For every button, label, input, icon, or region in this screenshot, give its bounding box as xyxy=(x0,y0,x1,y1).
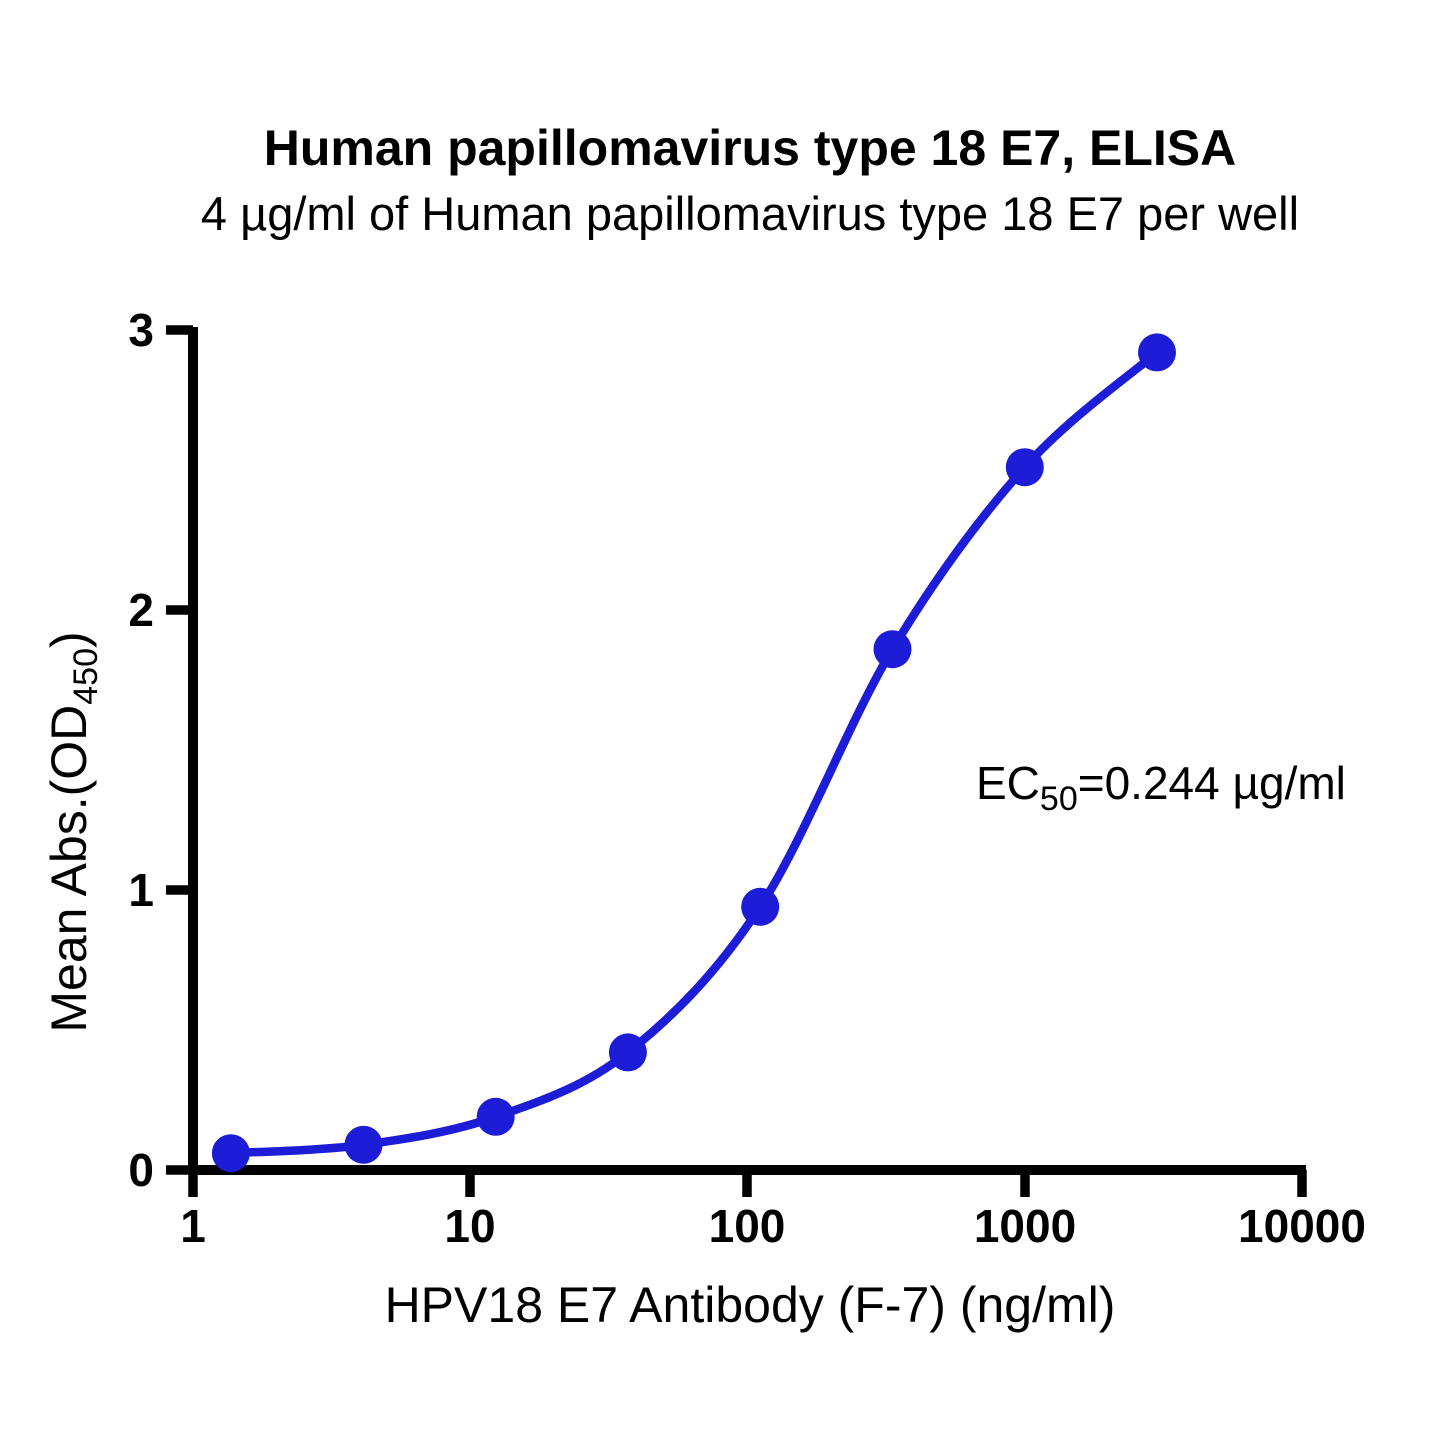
y-axis: 3 2 1 0 Mean Abs.(OD450) xyxy=(41,304,198,1196)
y-tick-label-1: 1 xyxy=(128,864,154,916)
data-point-6 xyxy=(1005,448,1044,487)
x-tick-label-10000: 10000 xyxy=(1238,1200,1366,1252)
data-point-7 xyxy=(1138,333,1176,372)
data-point-0 xyxy=(211,1134,250,1173)
data-point-3 xyxy=(608,1033,647,1072)
chart-title: Human papillomavirus type 18 E7, ELISA xyxy=(264,120,1237,176)
data-point-2 xyxy=(476,1097,515,1136)
dose-response-curve xyxy=(226,348,1162,1158)
x-axis-title: HPV18 E7 Antibody (F-7) (ng/ml) xyxy=(385,1277,1116,1333)
x-tick-label-1: 1 xyxy=(180,1200,206,1252)
x-tick-label-1000: 1000 xyxy=(974,1200,1076,1252)
y-tick-label-0: 0 xyxy=(128,1144,154,1196)
x-axis: 1 10 100 1000 10000 HPV18 E7 Antibody (F… xyxy=(180,1165,1366,1333)
x-tick-label-100: 100 xyxy=(709,1200,786,1252)
data-point-5 xyxy=(873,630,912,669)
ec50-annotation: EC50=0.244 µg/ml xyxy=(976,757,1346,818)
y-tick-label-2: 2 xyxy=(128,584,154,636)
x-tick-label-10: 10 xyxy=(444,1200,495,1252)
series-layer xyxy=(211,333,1176,1173)
data-point-1 xyxy=(344,1125,383,1164)
chart-subtitle: 4 µg/ml of Human papillomavirus type 18 … xyxy=(201,187,1299,240)
data-point-4 xyxy=(741,887,780,926)
y-tick-label-3: 3 xyxy=(128,304,154,356)
y-axis-title: Mean Abs.(OD450) xyxy=(41,631,105,1032)
